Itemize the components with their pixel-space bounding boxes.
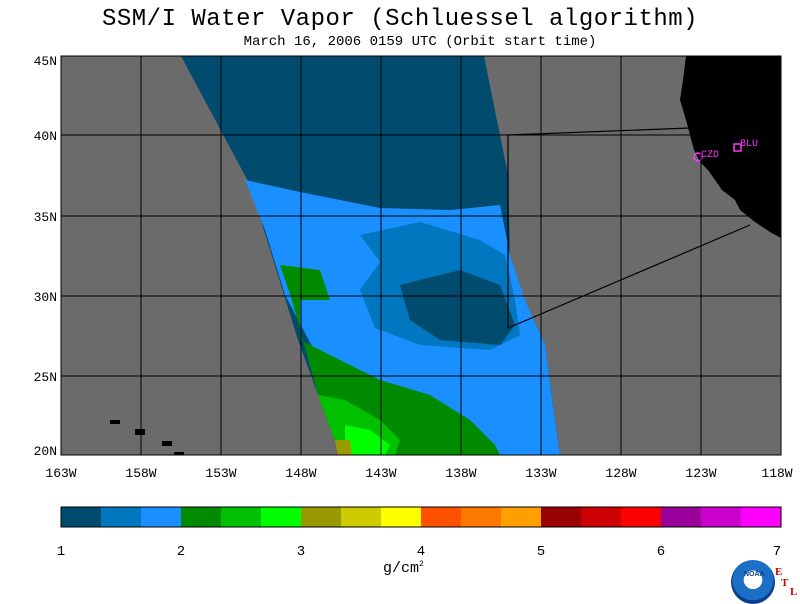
colorbar-unit-exponent: 2 bbox=[419, 560, 424, 569]
colorbar-swatch bbox=[101, 507, 142, 527]
colorbar-tick-6: 6 bbox=[657, 544, 665, 560]
station-labels: CZD BLU bbox=[701, 139, 758, 161]
lat-axis-labels: 45N 40N 35N 30N 25N 20N bbox=[34, 54, 57, 459]
lon-label-148w: 148W bbox=[285, 466, 316, 481]
lat-label-40n: 40N bbox=[34, 129, 57, 144]
graticule bbox=[61, 56, 781, 455]
lat-label-25n: 25N bbox=[34, 370, 57, 385]
colorbar-swatch bbox=[421, 507, 462, 527]
lon-label-153w: 153W bbox=[205, 466, 236, 481]
colorbar-tick-3: 3 bbox=[297, 544, 305, 560]
colorbar bbox=[61, 507, 782, 527]
island-kauai bbox=[110, 420, 120, 424]
colorbar-swatch bbox=[541, 507, 582, 527]
colorbar-swatch bbox=[141, 507, 182, 527]
colorbar-unit-base: g/cm bbox=[383, 560, 420, 577]
colorbar-swatch bbox=[701, 507, 742, 527]
station-marker-blu bbox=[733, 143, 742, 152]
colorbar-swatch bbox=[741, 507, 782, 527]
colorbar-frame bbox=[60, 506, 782, 528]
island-maui bbox=[162, 441, 172, 446]
lon-label-158w: 158W bbox=[125, 466, 156, 481]
etl-letter-t: T bbox=[781, 577, 789, 589]
colorbar-swatch bbox=[61, 507, 102, 527]
island-oahu bbox=[135, 429, 145, 435]
map-plot-area bbox=[61, 56, 781, 455]
station-label-czd: CZD bbox=[701, 150, 719, 161]
colorbar-tick-4: 4 bbox=[417, 544, 425, 560]
chart-title: SSM/I Water Vapor (Schluessel algorithm) bbox=[101, 6, 699, 33]
colorbar-swatch bbox=[661, 507, 702, 527]
colorbar-swatch bbox=[581, 507, 622, 527]
colorbar-tick-7: 7 bbox=[773, 544, 781, 560]
colorbar-swatch bbox=[221, 507, 262, 527]
lon-label-163w: 163W bbox=[45, 466, 76, 481]
etl-letter-e: E bbox=[775, 566, 783, 578]
colorbar-tick-1: 1 bbox=[57, 544, 65, 560]
lon-label-133w: 133W bbox=[525, 466, 556, 481]
swath-band-dark-patch bbox=[400, 270, 515, 345]
lon-label-128w: 128W bbox=[605, 466, 636, 481]
swath-band-light-green bbox=[345, 425, 390, 455]
lon-label-138w: 138W bbox=[445, 466, 476, 481]
noaa-logo-text: NOAA bbox=[744, 571, 765, 578]
swath-band-olive bbox=[335, 440, 352, 455]
station-marker-czd bbox=[693, 152, 703, 162]
colorbar-swatch bbox=[381, 507, 422, 527]
lat-label-20n: 20N bbox=[34, 444, 57, 459]
map-frame bbox=[60, 55, 782, 456]
colorbar-unit: g/cm2 bbox=[383, 560, 424, 577]
colorbar-tick-5: 5 bbox=[537, 544, 545, 560]
colorbar-tick-labels: 1 2 3 4 5 6 7 bbox=[57, 544, 781, 560]
lat-label-30n: 30N bbox=[34, 290, 57, 305]
station-label-blu: BLU bbox=[740, 139, 758, 150]
lon-label-118w: 118W bbox=[761, 466, 792, 481]
colorbar-swatch bbox=[301, 507, 342, 527]
colorbar-swatch bbox=[341, 507, 382, 527]
flight-track-outline bbox=[507, 127, 751, 329]
colorbar-tick-2: 2 bbox=[177, 544, 185, 560]
island-hawaii bbox=[174, 452, 184, 455]
colorbar-swatch bbox=[261, 507, 302, 527]
lat-label-45n: 45N bbox=[34, 54, 57, 69]
colorbar-swatch bbox=[501, 507, 542, 527]
lat-label-35n: 35N bbox=[34, 210, 57, 225]
lon-label-123w: 123W bbox=[685, 466, 716, 481]
colorbar-swatch bbox=[461, 507, 502, 527]
lon-label-143w: 143W bbox=[365, 466, 396, 481]
chart-subtitle: March 16, 2006 0159 UTC (Orbit start tim… bbox=[243, 34, 597, 50]
noaa-logo bbox=[731, 560, 775, 604]
colorbar-swatch bbox=[181, 507, 222, 527]
etl-logo: E T L bbox=[775, 566, 800, 600]
lon-axis-labels: 163W 158W 153W 148W 143W 138W 133W 128W … bbox=[45, 466, 792, 481]
california-land bbox=[680, 56, 781, 238]
etl-letter-l: L bbox=[790, 586, 798, 598]
colorbar-swatch bbox=[621, 507, 662, 527]
